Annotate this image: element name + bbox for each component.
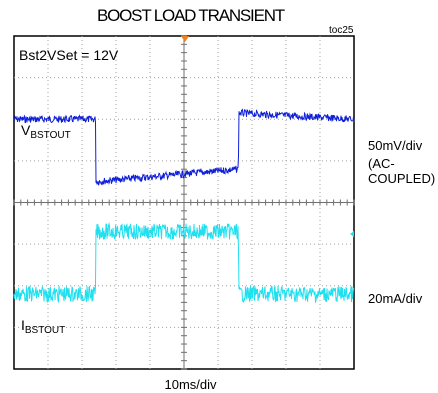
x-axis-label: 10ms/div xyxy=(164,377,217,392)
ibstout-trace xyxy=(13,222,355,304)
chart-title: BOOST LOAD TRANSIENT xyxy=(97,6,285,25)
plot-grid xyxy=(13,35,355,370)
setting-label: Bst2VSet = 12V xyxy=(19,47,119,63)
vbstout-label: VBSTOUT xyxy=(21,122,71,141)
figure-id: toc25 xyxy=(329,25,354,36)
ibstout-scale: 20mA/div xyxy=(368,291,423,306)
ibstout-label: IBSTOUT xyxy=(21,317,66,336)
vbstout-scale: 50mV/div xyxy=(368,138,423,153)
ibstout-label-sub: BSTOUT xyxy=(24,325,66,336)
trigger-marker xyxy=(181,36,189,42)
vbstout-label-sub: BSTOUT xyxy=(30,130,71,141)
ibstout-label-main: I xyxy=(21,317,25,333)
vbstout-trace xyxy=(13,108,355,186)
vbstout-label-main: V xyxy=(21,122,31,138)
channel2-ground-marker xyxy=(350,231,354,237)
vbstout-coupling: (AC-COUPLED) xyxy=(368,156,436,186)
